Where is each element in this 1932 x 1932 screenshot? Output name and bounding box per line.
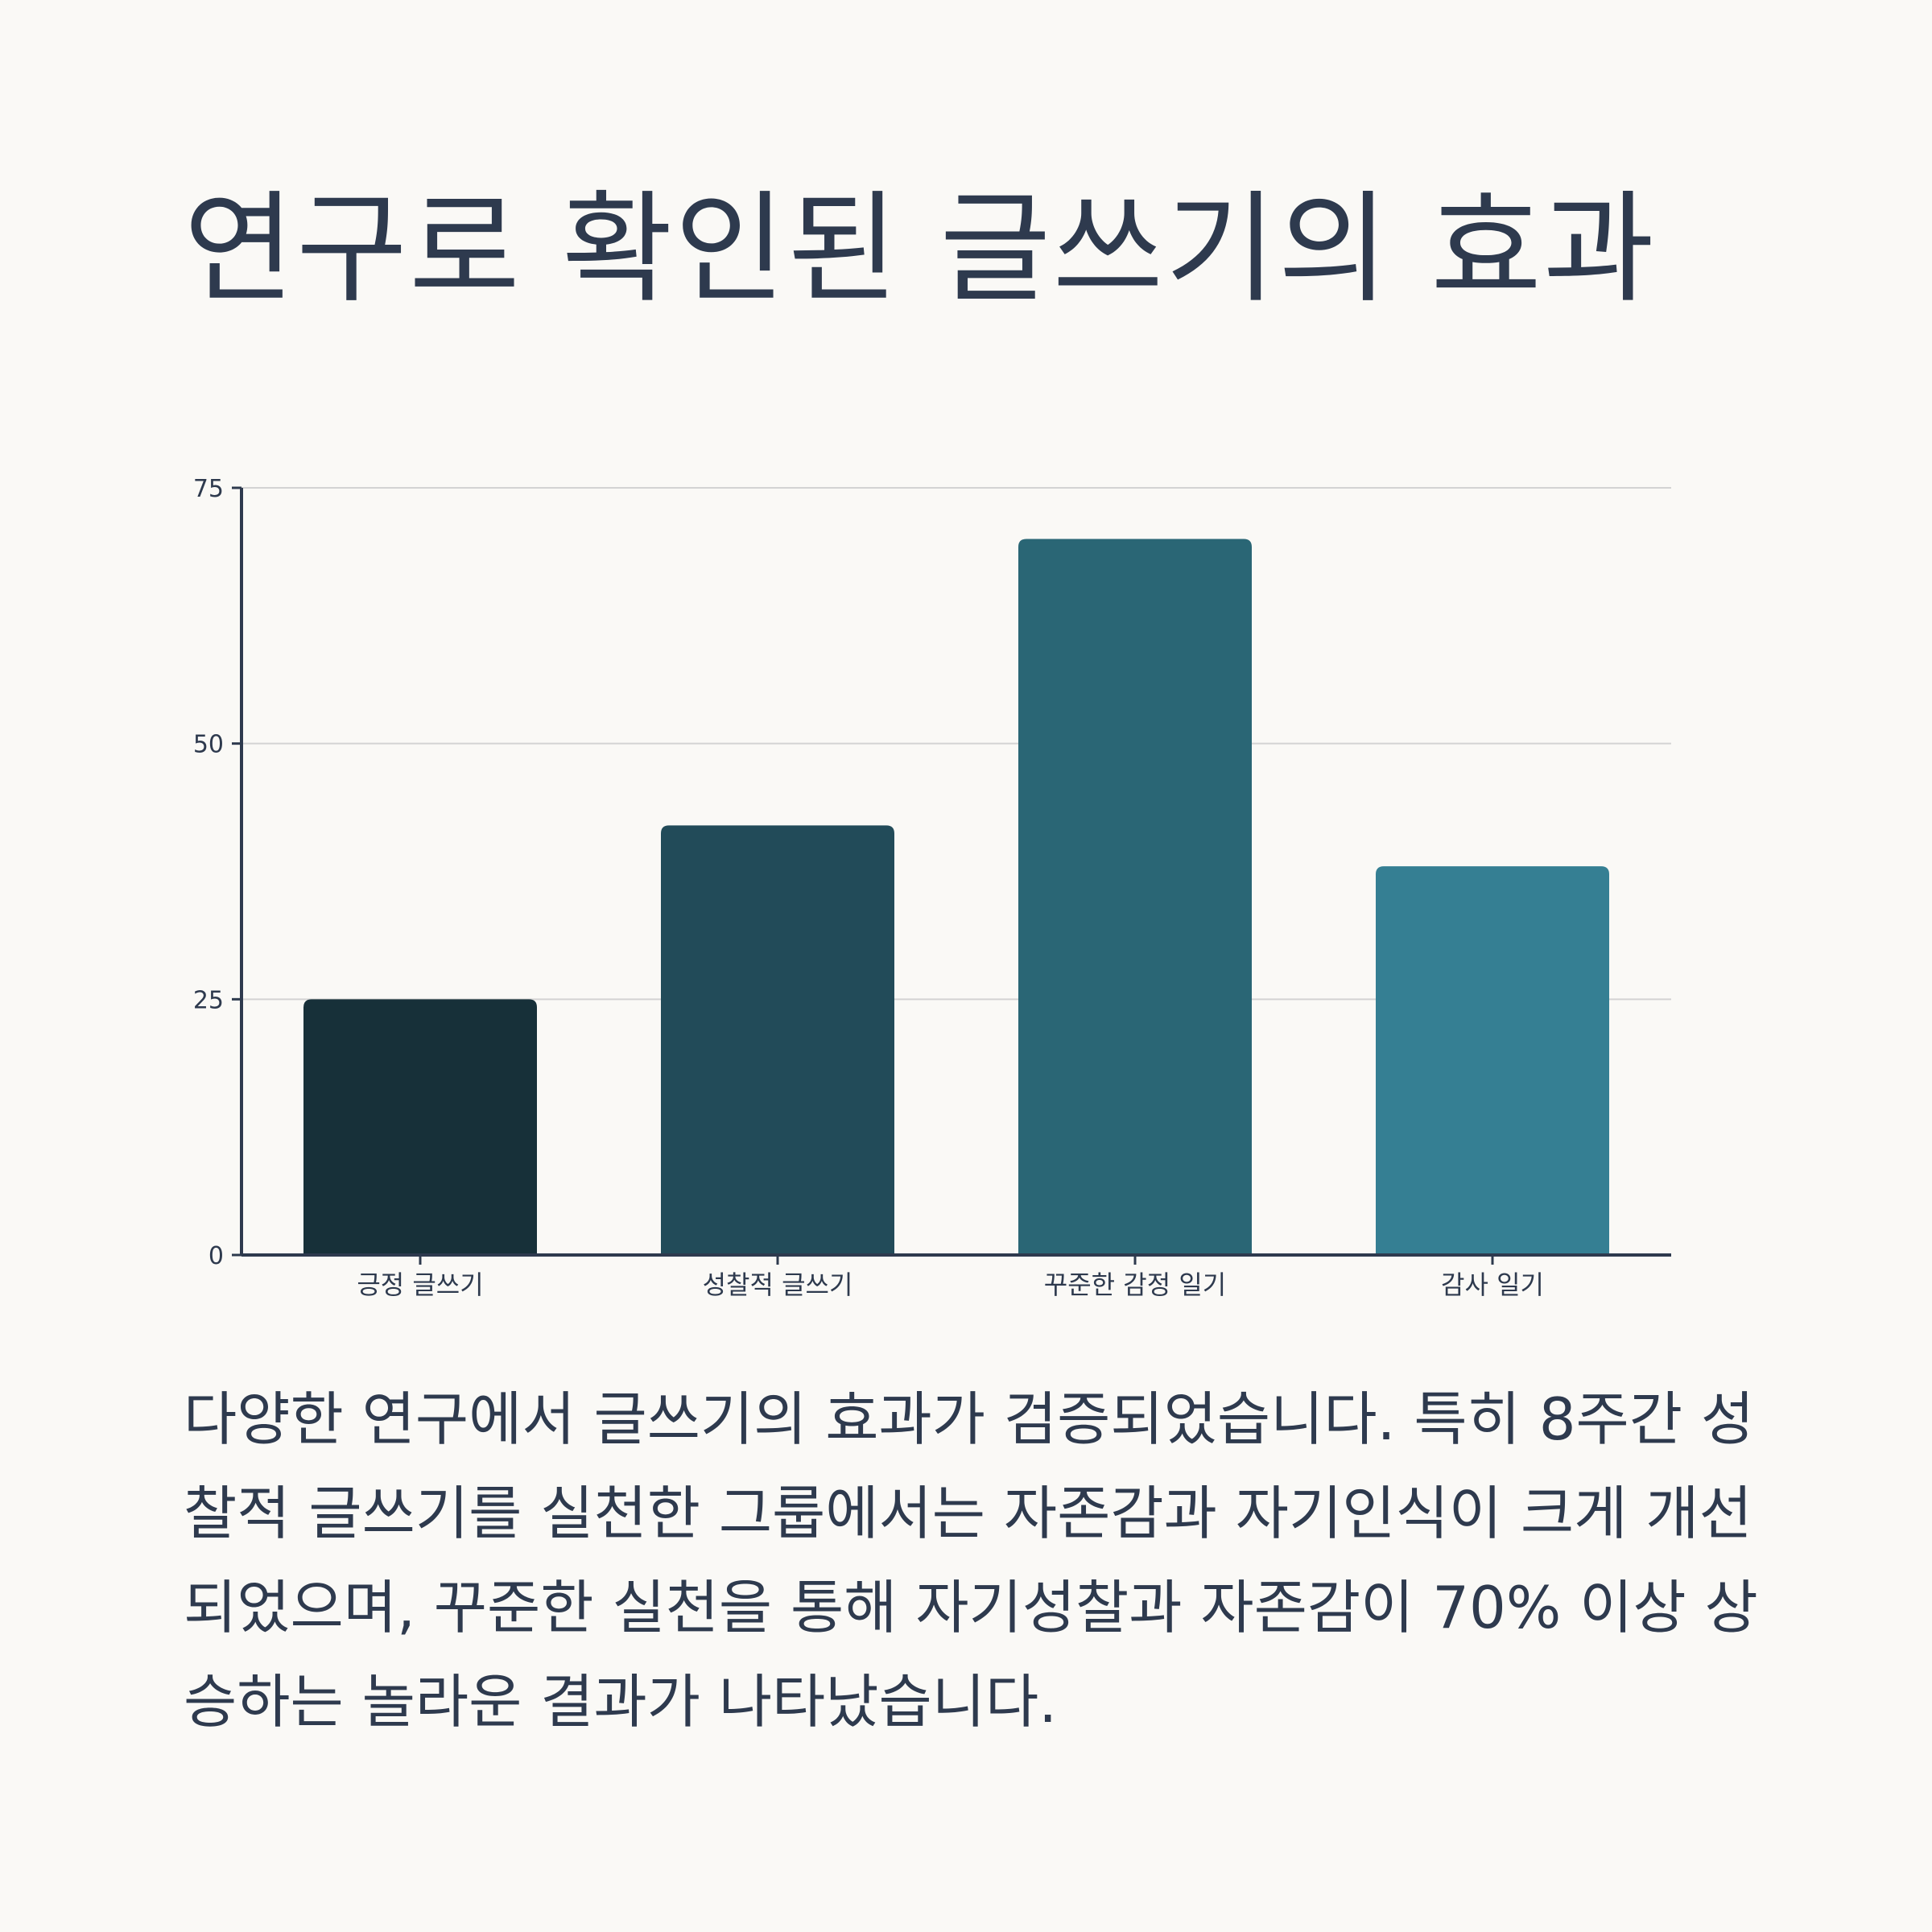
y-tick-label: 25 bbox=[193, 986, 224, 1014]
x-tick-label: 감사 일기 bbox=[1441, 1269, 1544, 1300]
x-tick-label: 긍정 글쓰기 bbox=[357, 1269, 483, 1300]
page-title: 연구로 확인된 글쓰기의 효과 bbox=[184, 180, 1657, 320]
bar-1 bbox=[303, 999, 537, 1255]
x-tick-label: 성찰적 글쓰기 bbox=[703, 1269, 853, 1300]
y-tick-label: 0 bbox=[208, 1242, 224, 1270]
bar-4 bbox=[1376, 866, 1609, 1255]
bar-3 bbox=[1018, 539, 1252, 1255]
y-tick-label: 50 bbox=[193, 731, 224, 759]
y-tick-label: 75 bbox=[193, 475, 224, 503]
chart-description: 다양한 연구에서 글쓰기의 효과가 검증되었습니다. 특히 8주간 성찰적 글쓰… bbox=[184, 1385, 1758, 1736]
bars bbox=[303, 539, 1609, 1255]
tick-labels: 0 25 50 75 긍정 글쓰기 성찰적 글쓰기 꾸준한 감정 일기 감사 일기 bbox=[193, 475, 1544, 1300]
x-tick-label: 꾸준한 감정 일기 bbox=[1044, 1269, 1226, 1300]
axes bbox=[232, 486, 1671, 1265]
bar-2 bbox=[661, 825, 894, 1255]
